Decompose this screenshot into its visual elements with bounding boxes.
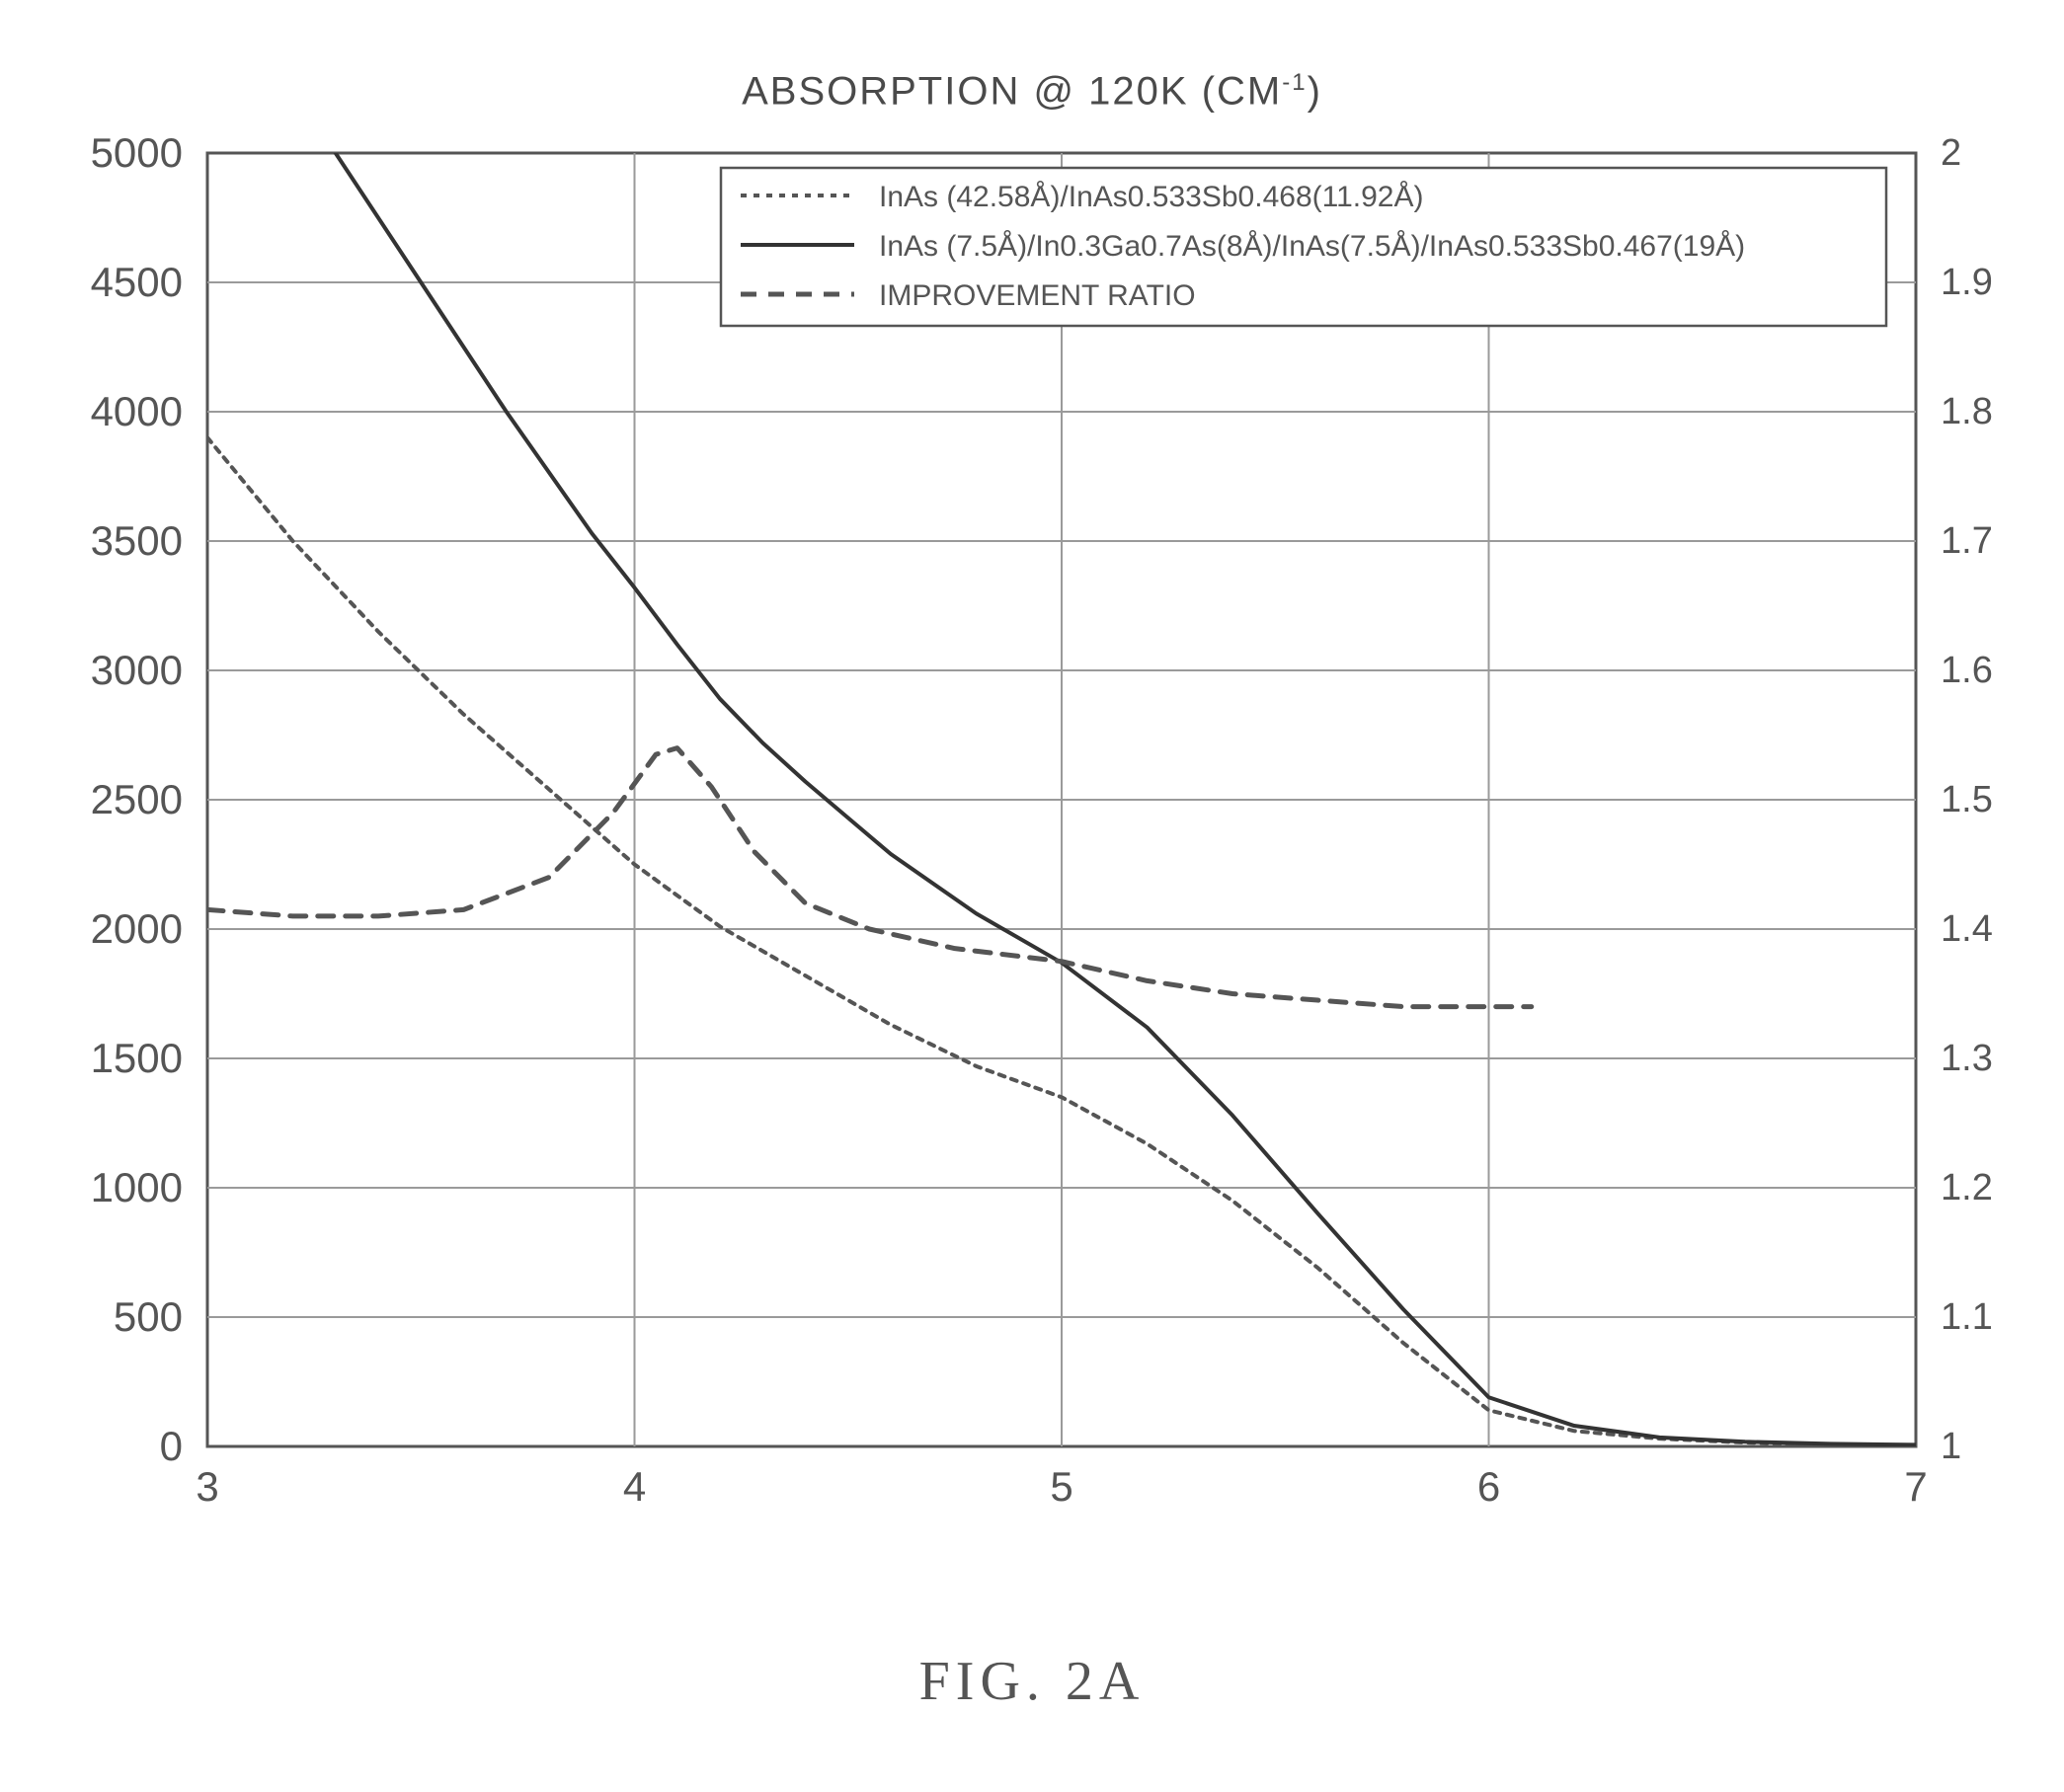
y-right-tick-label: 1 xyxy=(1941,1426,1961,1467)
y-left-tick-label: 4500 xyxy=(91,259,183,305)
chart-title: ABSORPTION @ 120K (CM-1) xyxy=(0,69,2064,114)
legend-label: InAs (7.5Å)/In0.3Ga0.7As(8Å)/InAs(7.5Å)/… xyxy=(879,230,1745,263)
y-right-tick-label: 1.5 xyxy=(1941,779,1993,820)
y-right-tick-label: 1.1 xyxy=(1941,1296,1993,1338)
y-left-tick-label: 4000 xyxy=(91,388,183,434)
y-left-tick-label: 2000 xyxy=(91,905,183,952)
absorption-chart: 0 500 1000 1500 2000 2500 3000 3500 4000 4500 5000… xyxy=(0,0,2064,1792)
y-left-tick-label: 3000 xyxy=(91,647,183,693)
y-left-tick-label: 500 xyxy=(114,1293,183,1340)
x-tick-label: 3 xyxy=(196,1463,218,1510)
y-left-tick-label: 0 xyxy=(160,1423,183,1469)
y-left-tick-label: 3500 xyxy=(91,517,183,564)
y-left-tick-label: 5000 xyxy=(91,129,183,176)
figure-label: FIG. 2A xyxy=(0,1650,2064,1713)
x-tick-label: 7 xyxy=(1904,1463,1927,1510)
y-right-tick-label: 1.4 xyxy=(1941,908,1993,950)
x-tick-label: 5 xyxy=(1050,1463,1072,1510)
page: ABSORPTION @ 120K (CM-1) 0 500 1000 1500 200… xyxy=(0,0,2064,1792)
y-right-tick-label: 2 xyxy=(1941,132,1961,174)
legend-label: IMPROVEMENT RATIO xyxy=(879,279,1196,312)
y-right-tick-label: 1.8 xyxy=(1941,391,1993,432)
y-right-tick-label: 1.9 xyxy=(1941,262,1993,303)
y-right-tick-label: 1.2 xyxy=(1941,1167,1993,1208)
legend-label: InAs (42.58Å)/InAs0.533Sb0.468(11.92Å) xyxy=(879,181,1423,213)
y-left-tick-label: 1500 xyxy=(91,1035,183,1081)
y-left-tick-label: 1000 xyxy=(91,1164,183,1210)
y-left-tick-label: 2500 xyxy=(91,776,183,822)
x-tick-label: 6 xyxy=(1477,1463,1500,1510)
x-tick-label: 4 xyxy=(623,1463,646,1510)
y-right-tick-label: 1.6 xyxy=(1941,650,1993,691)
y-right-tick-label: 1.7 xyxy=(1941,520,1993,562)
y-right-tick-label: 1.3 xyxy=(1941,1038,1993,1079)
